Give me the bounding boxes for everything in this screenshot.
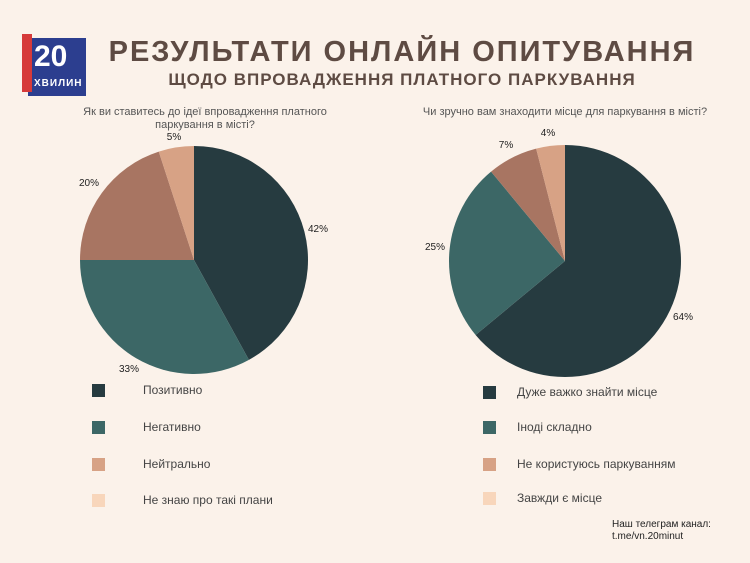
logo-word: ХВИЛИН	[34, 78, 83, 89]
chart-2-slice-1	[475, 145, 681, 377]
chart-2-title: Чи зручно вам знаходити місце для паркув…	[422, 106, 708, 118]
chart-1-data-label-4: 5%	[167, 132, 182, 143]
chart-2-legend-swatch-4	[483, 492, 496, 505]
chart-2-legend-swatch-2	[483, 421, 496, 434]
telegram-footer: Наш телеграм канал: t.me/vn.20minut	[612, 519, 711, 543]
chart-1-legend-swatch-1	[92, 384, 105, 397]
page-title: РЕЗУЛЬТАТИ ОНЛАЙН ОПИТУВАННЯ	[108, 36, 696, 68]
chart-1-legend-swatch-2	[92, 421, 105, 434]
chart-1-data-label-3: 20%	[79, 178, 99, 189]
chart-1-legend-swatch-4	[92, 494, 105, 507]
chart-2-legend-swatch-1	[483, 386, 496, 399]
chart-1-legend-label-4: Не знаю про такі плани	[143, 493, 273, 507]
chart-1-data-label-1: 42%	[308, 224, 328, 235]
chart-1-slice-2	[80, 260, 249, 374]
logo-number: 20	[34, 40, 68, 73]
chart-2-legend-label-4: Завжди є місце	[517, 491, 603, 505]
chart-2-data-label-4: 4%	[541, 128, 556, 139]
chart-1-legend-label-2: Негативно	[143, 420, 201, 434]
chart-1-title: Як ви ставитесь до ідеї впровадження пла…	[83, 106, 327, 131]
chart-1-data-label-2: 33%	[119, 364, 139, 375]
chart-2-slice-3	[491, 148, 565, 261]
footer-line-2[interactable]: t.me/vn.20minut	[612, 531, 684, 542]
logo-block	[28, 38, 86, 96]
chart-2-legend-label-1: Дуже важко знайти місце	[517, 385, 658, 399]
chart-2-data-label-2: 25%	[425, 242, 445, 253]
logo: 20 ХВИЛИН	[22, 34, 86, 96]
chart-2-slice-4	[536, 145, 565, 261]
chart-1-slice-1	[194, 146, 308, 360]
chart-1-slice-4	[158, 146, 194, 260]
chart-1-legend-label-1: Позитивно	[143, 383, 203, 397]
chart-1-legend-swatch-3	[92, 458, 105, 471]
chart-2-data-label-1: 64%	[673, 312, 693, 323]
chart-2-data-label-3: 7%	[499, 140, 514, 151]
chart-2-slice-2	[448, 171, 565, 335]
chart-1-legend-label-3: Нейтрально	[143, 457, 211, 471]
chart-1-slice-3	[80, 151, 194, 260]
chart-2-legend-label-2: Іноді складно	[517, 420, 592, 434]
footer-line-1: Наш телеграм канал:	[612, 519, 711, 530]
chart-2-legend-label-3: Не користуюсь паркуванням	[517, 457, 676, 471]
logo-accent	[22, 34, 32, 92]
page-subtitle: ЩОДО ВПРОВАДЖЕННЯ ПЛАТНОГО ПАРКУВАННЯ	[168, 70, 636, 89]
chart-2-legend-swatch-3	[483, 458, 496, 471]
